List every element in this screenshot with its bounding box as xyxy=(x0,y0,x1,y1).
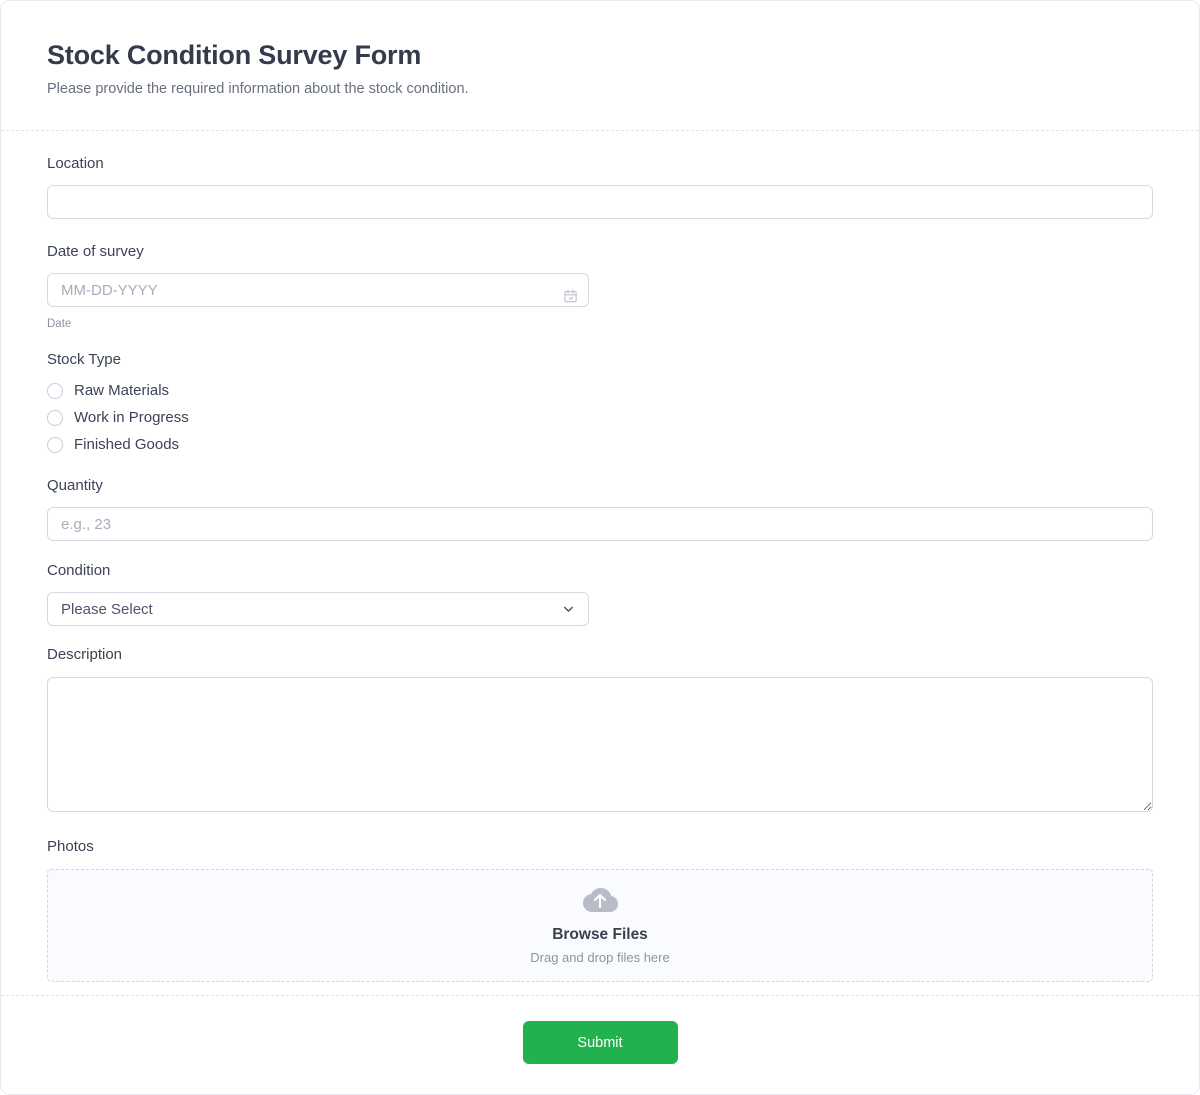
date-input-wrap xyxy=(47,273,589,307)
photos-dropzone[interactable]: Browse Files Drag and drop files here xyxy=(47,869,1153,982)
browse-files-label[interactable]: Browse Files xyxy=(552,926,648,943)
condition-select[interactable]: Please Select xyxy=(47,592,589,626)
form-footer: Submit xyxy=(1,995,1199,1094)
description-label: Description xyxy=(47,646,123,663)
photos-label: Photos xyxy=(47,838,94,855)
quantity-label: Quantity xyxy=(47,477,103,494)
location-label: Location xyxy=(47,155,104,172)
page-title: Stock Condition Survey Form xyxy=(47,40,422,70)
work-in-progress-radio[interactable] xyxy=(47,409,63,426)
form-body: Location Date of survey Date xyxy=(1,155,1199,982)
drag-drop-hint: Drag and drop files here xyxy=(530,950,670,965)
submit-button[interactable]: Submit xyxy=(522,1021,678,1064)
quantity-input[interactable] xyxy=(47,507,1153,541)
cloud-upload-icon xyxy=(581,886,619,914)
radio-option-finished-goods[interactable]: Finished Goods xyxy=(47,436,1153,453)
stock-type-label: Stock Type xyxy=(47,351,121,368)
field-quantity: Quantity xyxy=(47,477,1153,541)
date-input[interactable] xyxy=(47,273,589,307)
page-subtitle: Please provide the required information … xyxy=(47,81,469,97)
field-location: Location xyxy=(47,155,1153,219)
description-textarea[interactable] xyxy=(47,677,1153,812)
location-input[interactable] xyxy=(47,185,1153,219)
field-date-of-survey: Date of survey Date xyxy=(47,243,1153,331)
chevron-down-icon xyxy=(562,603,575,616)
work-in-progress-radio-label: Work in Progress xyxy=(74,409,189,426)
radio-option-raw-materials[interactable]: Raw Materials xyxy=(47,382,1153,399)
field-stock-type: Stock Type Raw Materials Work in Progres… xyxy=(47,351,1153,453)
condition-label: Condition xyxy=(47,562,111,579)
field-description: Description xyxy=(47,646,1153,812)
radio-option-work-in-progress[interactable]: Work in Progress xyxy=(47,409,1153,426)
date-helper-text: Date xyxy=(47,318,72,330)
stock-type-radio-group: Raw Materials Work in Progress Finished … xyxy=(47,382,1153,453)
raw-materials-radio-label: Raw Materials xyxy=(74,382,170,399)
condition-selected-value: Please Select xyxy=(61,600,153,618)
raw-materials-radio[interactable] xyxy=(47,382,63,399)
field-condition: Condition Please Select xyxy=(47,562,1153,626)
finished-goods-radio-label: Finished Goods xyxy=(74,436,180,453)
finished-goods-radio[interactable] xyxy=(47,436,63,453)
form-header: Stock Condition Survey Form Please provi… xyxy=(1,1,1199,131)
date-of-survey-label: Date of survey xyxy=(47,243,144,260)
field-photos: Photos Browse Files Drag and drop files … xyxy=(47,838,1153,982)
